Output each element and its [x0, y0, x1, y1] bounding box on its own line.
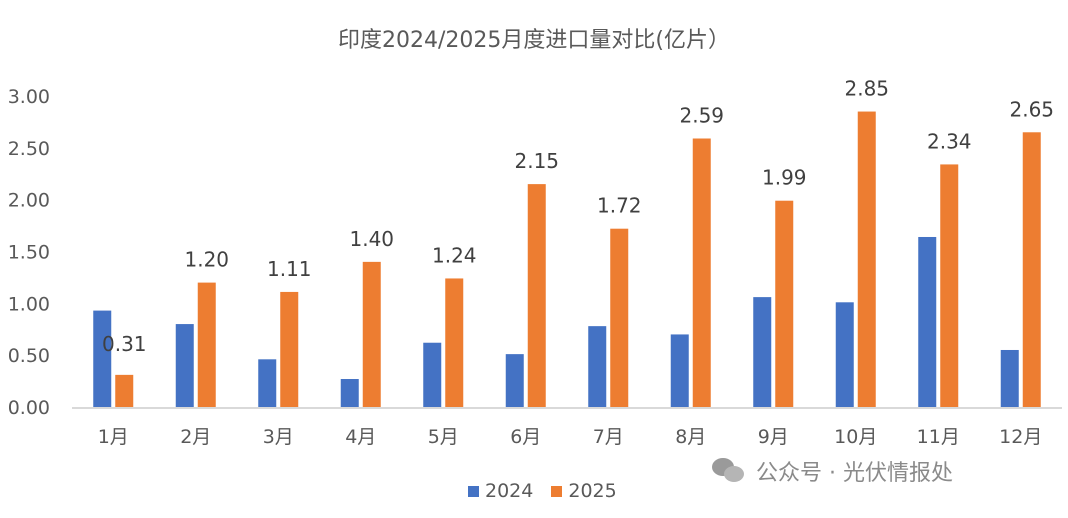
x-tick-label: 1月	[98, 426, 129, 448]
legend-item-2024: 2024	[468, 480, 533, 502]
bar-2025-2月	[197, 282, 216, 407]
data-label: 1.24	[432, 243, 477, 267]
data-label: 1.40	[349, 227, 394, 251]
x-tick-label: 7月	[593, 426, 624, 448]
x-tick-label: 11月	[917, 426, 960, 448]
data-label: 2.34	[927, 129, 972, 153]
bar-2024-2月	[175, 324, 194, 407]
bar-2025-10月	[857, 111, 876, 408]
bar-2025-11月	[940, 164, 959, 407]
watermark: 公众号 · 光伏情报处	[712, 455, 953, 487]
watermark-text: 公众号 · 光伏情报处	[756, 461, 953, 486]
y-tick-label: 1.00	[8, 293, 50, 315]
y-tick-label: 2.50	[8, 138, 50, 160]
x-tick-label: 12月	[999, 426, 1042, 448]
data-label: 2.85	[844, 77, 889, 101]
x-tick-label: 10月	[834, 426, 877, 448]
bar-2025-8月	[692, 138, 711, 407]
bar-2024-9月	[753, 297, 772, 407]
bar-2024-4月	[340, 379, 359, 407]
y-tick-label: 2.00	[8, 190, 50, 212]
bar-2024-3月	[258, 359, 277, 407]
bar-2024-6月	[505, 354, 524, 407]
x-tick-label: 5月	[428, 426, 459, 448]
data-label: 0.31	[102, 332, 147, 356]
bar-2025-6月	[527, 184, 546, 407]
y-tick-label: 0.00	[8, 397, 50, 419]
y-tick-label: 0.50	[8, 345, 50, 367]
data-label: 1.72	[597, 194, 642, 218]
bar-2024-1月	[93, 310, 112, 407]
x-tick-label: 3月	[263, 426, 294, 448]
legend-swatch	[468, 485, 479, 497]
bar-2024-7月	[588, 326, 607, 407]
chart-title: 印度2024/2025月度进口量对比(亿片）	[338, 28, 730, 53]
bar-2024-12月	[1000, 349, 1019, 407]
legend-label: 2024	[485, 480, 534, 502]
bar-2025-3月	[280, 291, 299, 407]
x-tick-label: 9月	[758, 426, 789, 448]
legend-label: 2025	[568, 480, 617, 502]
bar-2025-12月	[1022, 132, 1041, 408]
bar-2024-8月	[670, 334, 689, 407]
x-tick-label: 8月	[675, 426, 706, 448]
bar-2025-5月	[445, 278, 464, 407]
data-label: 2.65	[1009, 97, 1054, 121]
bar-2025-7月	[610, 228, 629, 407]
bar-2024-5月	[423, 342, 442, 407]
legend-swatch	[551, 485, 563, 497]
data-label: 2.15	[514, 149, 559, 173]
data-label: 1.99	[762, 166, 807, 190]
bar-2025-9月	[775, 200, 794, 407]
bar-2024-11月	[918, 236, 937, 407]
wechat-icon	[712, 458, 746, 484]
x-tick-label: 4月	[345, 426, 376, 448]
data-label: 1.11	[267, 257, 312, 281]
legend: 2024 2025	[468, 480, 617, 502]
x-tick-label: 2月	[180, 426, 211, 448]
legend-item-2025: 2025	[551, 480, 617, 502]
data-label: 1.20	[184, 248, 229, 272]
y-tick-label: 1.50	[8, 242, 50, 264]
data-label: 2.59	[679, 104, 724, 128]
bar-2024-10月	[835, 302, 854, 407]
bar-2025-4月	[362, 261, 381, 407]
bar-2025-1月	[115, 374, 134, 407]
y-tick-label: 3.00	[8, 86, 50, 108]
x-tick-label: 6月	[510, 426, 541, 448]
